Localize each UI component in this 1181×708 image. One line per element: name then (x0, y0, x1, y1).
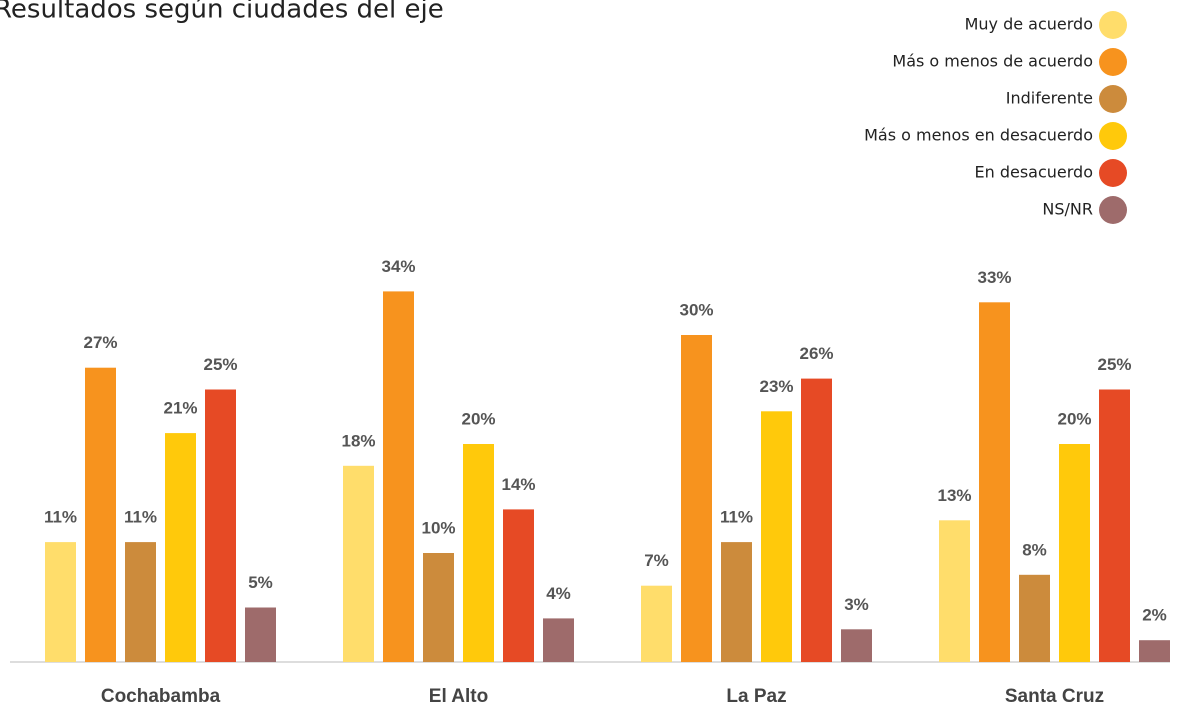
data-label: 27% (83, 333, 117, 352)
data-label: 18% (341, 431, 375, 450)
legend-label: En desacuerdo (975, 163, 1094, 182)
data-label: 33% (977, 268, 1011, 287)
data-label: 23% (759, 377, 793, 396)
bar (801, 378, 832, 662)
bar (245, 607, 276, 662)
legend-label: Más o menos en desacuerdo (864, 126, 1093, 145)
bar (543, 618, 574, 662)
bar (1059, 444, 1090, 662)
legend-swatch (1099, 196, 1127, 224)
x-tick-label: La Paz (726, 686, 786, 707)
bar (841, 629, 872, 662)
data-label: 7% (644, 551, 669, 570)
data-label: 11% (44, 508, 77, 527)
data-label: 20% (1057, 409, 1091, 428)
bar (761, 411, 792, 662)
legend-label: Muy de acuerdo (965, 15, 1093, 34)
bar (681, 335, 712, 662)
data-label: 13% (937, 486, 971, 505)
bar (383, 291, 414, 662)
data-label: 21% (163, 399, 197, 418)
bar (1019, 574, 1050, 662)
bar (85, 367, 116, 662)
data-label: 20% (461, 409, 495, 428)
x-tick-label: Santa Cruz (1005, 686, 1104, 707)
data-label: 5% (248, 573, 273, 592)
legend-label: Indiferente (1006, 89, 1093, 108)
bar (463, 444, 494, 662)
data-label: 10% (421, 518, 455, 537)
chart-title: Resultados según ciudades del eje (0, 0, 444, 25)
x-tick-label: Cochabamba (101, 686, 221, 707)
legend-swatch (1099, 159, 1127, 187)
bar (1099, 389, 1130, 662)
data-label: 11% (124, 508, 157, 527)
data-label: 8% (1022, 540, 1047, 559)
bar (165, 433, 196, 662)
bar (423, 553, 454, 662)
data-label: 26% (799, 344, 833, 363)
data-label: 3% (844, 595, 869, 614)
bar (503, 509, 534, 662)
data-label: 11% (720, 508, 753, 527)
x-tick-label: El Alto (429, 686, 488, 707)
legend-swatch (1099, 122, 1127, 150)
data-label: 14% (501, 475, 535, 494)
legend-label: Más o menos de acuerdo (892, 52, 1093, 71)
legend-swatch (1099, 85, 1127, 113)
legend-label: NS/NR (1042, 200, 1093, 219)
data-label: 30% (679, 300, 713, 319)
data-label: 25% (203, 355, 237, 374)
data-label: 2% (1142, 606, 1167, 625)
legend-swatch (1099, 11, 1127, 39)
data-label: 34% (381, 257, 415, 276)
bar (721, 542, 752, 662)
data-label: 4% (546, 584, 571, 603)
legend-swatch (1099, 48, 1127, 76)
data-label: 25% (1097, 355, 1131, 374)
bar (979, 302, 1010, 662)
bar (939, 520, 970, 662)
bar (1139, 640, 1170, 662)
bar (125, 542, 156, 662)
bar (641, 585, 672, 662)
bar (45, 542, 76, 662)
bar (205, 389, 236, 662)
bar (343, 465, 374, 662)
